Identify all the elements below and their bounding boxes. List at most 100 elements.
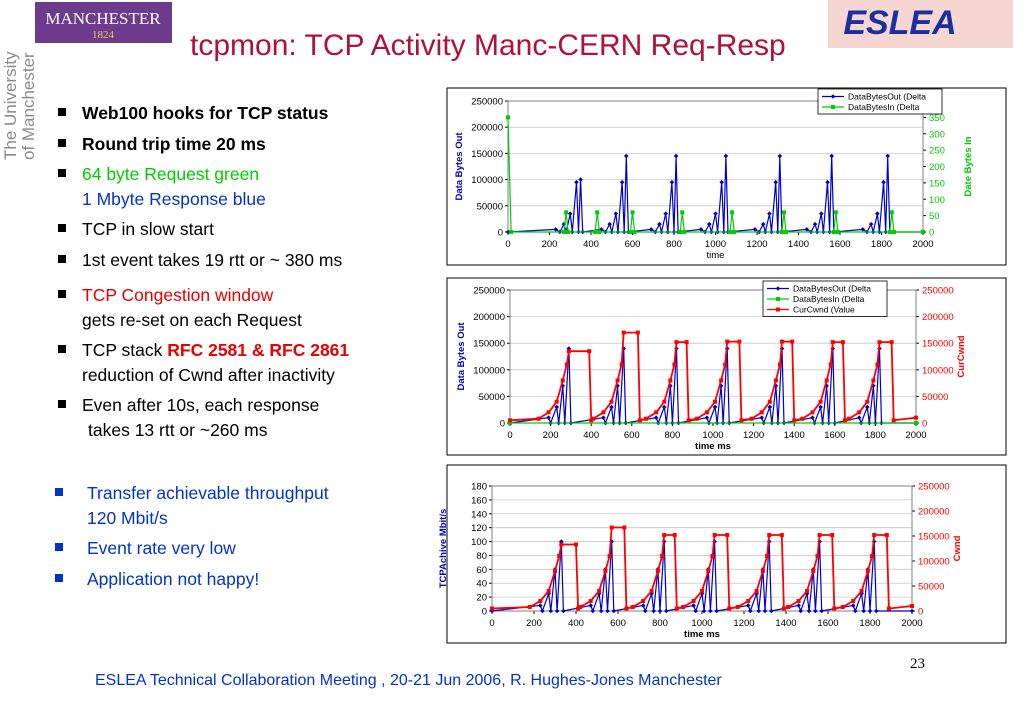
point-marker (673, 153, 679, 159)
point-marker (861, 608, 866, 614)
point-marker (850, 603, 856, 608)
point-marker (891, 230, 896, 234)
point-marker (597, 589, 602, 593)
point-marker (560, 378, 565, 383)
x-tick-label: 0 (507, 430, 512, 441)
point-marker (835, 230, 840, 234)
point-marker (732, 230, 737, 234)
x-tick-label: 200 (543, 430, 559, 441)
series-line (509, 331, 917, 423)
bullet-square (58, 400, 66, 408)
point-marker (730, 210, 735, 215)
page-number: 23 (910, 656, 925, 672)
point-marker (765, 554, 770, 558)
y2-tick-label: 150 (929, 178, 945, 189)
point-marker (810, 410, 815, 415)
x-axis-label: time ms (695, 441, 731, 452)
point-marker (593, 230, 598, 234)
point-marker (840, 340, 845, 345)
x-tick-label: 1600 (824, 430, 845, 441)
x-tick-label: 1600 (817, 618, 838, 629)
point-marker (607, 221, 612, 227)
point-marker (662, 399, 667, 404)
point-marker (914, 415, 918, 420)
bullet-line: Event rate very low (87, 538, 236, 558)
point-marker (578, 177, 583, 182)
point-marker (508, 421, 512, 425)
point-marker (589, 418, 594, 423)
bullet-text: Application not happy! (87, 569, 259, 589)
point-marker (704, 410, 709, 415)
y-tick-label: 100000 (471, 175, 503, 186)
x-tick-label: 1200 (746, 239, 767, 250)
x-tick-label: 2000 (901, 618, 922, 629)
point-marker (672, 533, 677, 537)
bullet-text: Transfer achievable throughput (87, 483, 329, 503)
point-marker (810, 415, 815, 420)
point-marker (649, 589, 654, 593)
point-marker (609, 399, 614, 404)
bullet-square (58, 224, 66, 232)
x-tick-label: 2000 (905, 430, 926, 441)
y2-tick-label: 50000 (918, 582, 944, 593)
point-marker (829, 153, 834, 159)
x-tick-label: 1000 (691, 618, 712, 629)
point-marker (815, 554, 820, 558)
point-marker (607, 554, 612, 558)
title: tcpmon: TCP Activity Manc-CERN Req-Resp (190, 29, 786, 62)
y2-tick-label: 100 (929, 195, 945, 206)
bullet-square (58, 290, 66, 298)
point-marker (598, 608, 604, 614)
x-tick-label: 0 (505, 239, 510, 250)
point-marker (767, 404, 773, 410)
point-marker (546, 410, 551, 415)
y2-tick-label: 50000 (922, 392, 948, 403)
point-marker (655, 569, 660, 573)
x-tick-label: 1200 (733, 618, 754, 629)
bullet-square (55, 543, 63, 551)
legend-marker (776, 297, 780, 301)
point-marker (760, 569, 765, 573)
point-marker (872, 533, 877, 537)
point-marker (825, 179, 830, 185)
bullet-text: Even after 10s, each response (82, 395, 319, 415)
point-marker (508, 418, 512, 423)
point-marker (590, 608, 596, 614)
point-marker (767, 533, 772, 537)
point-marker (798, 608, 803, 614)
point-marker (719, 378, 724, 383)
point-marker (781, 210, 786, 215)
x-tick-label: 1800 (871, 239, 892, 250)
y2-axis-label: Cwnd (952, 535, 963, 561)
point-marker (680, 210, 685, 215)
point-marker (609, 525, 614, 530)
point-marker (811, 569, 816, 573)
bullet-line: Transfer achievable throughput (87, 483, 329, 503)
series-line (491, 541, 912, 613)
y2-tick-label: 200 (929, 162, 945, 173)
point-marker (553, 569, 557, 573)
point-marker (661, 404, 667, 410)
y-axis-label: Data Bytes Out (454, 132, 465, 201)
point-marker (817, 533, 822, 537)
y-tick-label: 0 (498, 228, 503, 239)
point-marker (559, 542, 564, 547)
bullet-text: takes 13 rtt or ~260 ms (88, 420, 268, 440)
point-marker (662, 533, 667, 537)
point-marker (725, 339, 730, 344)
y-tick-label: 160 (471, 495, 487, 506)
point-marker (674, 340, 679, 345)
point-marker (619, 179, 625, 185)
point-marker (853, 608, 858, 614)
x-tick-label: 600 (625, 239, 641, 250)
point-marker (819, 211, 824, 216)
point-marker (706, 221, 712, 227)
point-marker (777, 153, 783, 159)
x-tick-label: 200 (526, 618, 542, 629)
point-marker (767, 211, 772, 216)
bullet-square (58, 345, 66, 353)
point-marker (554, 404, 559, 410)
point-marker (660, 554, 665, 558)
y2-axis-label: Date Bytes In (963, 136, 974, 196)
